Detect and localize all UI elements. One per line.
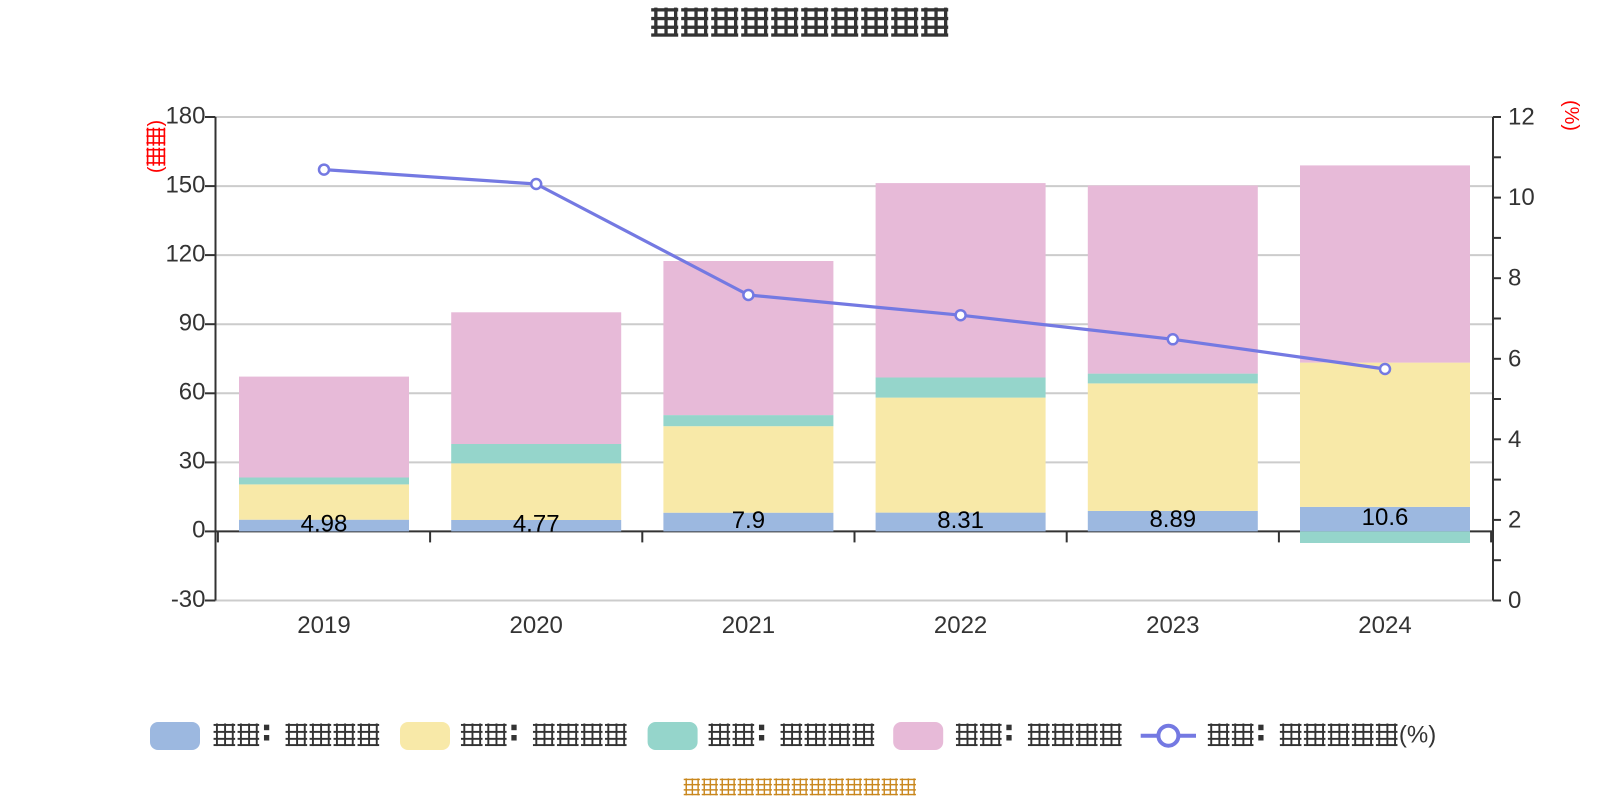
svg-text:30: 30 (179, 448, 206, 475)
svg-text:90: 90 (179, 310, 206, 337)
svg-text:2020: 2020 (510, 612, 563, 639)
svg-text:2024: 2024 (1358, 612, 1411, 639)
svg-text:8: 8 (1508, 265, 1521, 292)
svg-text:12: 12 (1508, 104, 1535, 131)
svg-text:2019: 2019 (297, 612, 350, 639)
svg-text:8.89: 8.89 (1149, 506, 1196, 533)
svg-text:2022: 2022 (934, 612, 987, 639)
svg-text:60: 60 (179, 379, 206, 406)
svg-text:10: 10 (1508, 184, 1535, 211)
svg-text:4: 4 (1508, 426, 1521, 453)
svg-text:150: 150 (165, 171, 205, 198)
svg-text:(%): (%) (1399, 722, 1436, 749)
svg-text:180: 180 (165, 102, 205, 129)
svg-text:2021: 2021 (722, 612, 775, 639)
svg-text:6: 6 (1508, 345, 1521, 372)
svg-text:(: ( (145, 166, 167, 173)
svg-text:2023: 2023 (1146, 612, 1199, 639)
svg-text:2: 2 (1508, 506, 1521, 533)
svg-text:(%): (%) (1560, 100, 1582, 131)
svg-text:8.31: 8.31 (937, 507, 984, 534)
svg-text:0: 0 (1508, 587, 1521, 614)
svg-text:): ) (145, 120, 167, 127)
svg-text:4.77: 4.77 (513, 511, 560, 538)
svg-text:7.9: 7.9 (732, 507, 765, 534)
svg-text:0: 0 (192, 517, 205, 544)
svg-text:120: 120 (165, 240, 205, 267)
svg-text:4.98: 4.98 (301, 510, 348, 537)
svg-text:10.6: 10.6 (1362, 504, 1409, 531)
svg-text:-30: -30 (171, 586, 206, 613)
